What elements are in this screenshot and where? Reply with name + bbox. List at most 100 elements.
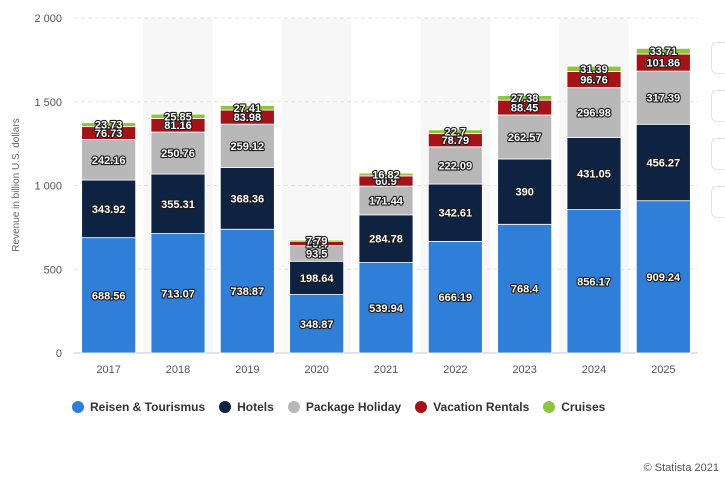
legend-label: Vacation Rentals — [433, 400, 530, 414]
data-label: 343.92 — [92, 204, 126, 216]
bar-segment[interactable] — [219, 228, 275, 354]
bar-segment[interactable] — [427, 146, 483, 185]
data-label: 390 — [515, 187, 533, 199]
data-label: 259.12 — [231, 141, 265, 153]
data-label: 284.78 — [369, 234, 403, 246]
data-label: 355.31 — [161, 199, 195, 211]
data-label: 101.86 — [647, 58, 681, 70]
bar-segment[interactable] — [566, 65, 622, 72]
side-tool-button[interactable] — [711, 138, 725, 170]
data-label: 688.56 — [92, 290, 126, 302]
data-label: 456.27 — [647, 157, 681, 169]
x-tick-label: 2017 — [96, 364, 120, 376]
data-label: 83.98 — [234, 112, 262, 124]
bar-segment[interactable] — [219, 167, 275, 230]
data-label: 78.79 — [442, 135, 470, 147]
bar-segment[interactable] — [497, 114, 553, 160]
bar-segment[interactable] — [566, 87, 622, 138]
legend-marker — [287, 401, 300, 413]
data-label: 222.09 — [439, 160, 473, 172]
data-label: 431.05 — [577, 168, 611, 180]
chart-legend: Reisen & Tourismus Hotels Package Holiday V… — [72, 400, 672, 414]
data-label: 738.87 — [231, 286, 265, 298]
data-label: 368.36 — [231, 193, 265, 205]
data-label: 539.94 — [369, 303, 404, 315]
data-label: 33.71 — [650, 46, 678, 58]
data-label: 96.76 — [580, 75, 608, 87]
x-tick-label: 2025 — [651, 364, 675, 376]
x-tick-label: 2022 — [443, 364, 467, 376]
x-tick-label: 2024 — [582, 364, 606, 376]
data-label: 296.98 — [577, 108, 611, 120]
bar-segment[interactable] — [289, 294, 345, 354]
data-label: 93.5 — [306, 248, 327, 260]
data-label: 16.82 — [372, 170, 400, 182]
legend-item[interactable]: Reisen & Tourismus — [72, 400, 205, 414]
data-label: 250.76 — [161, 148, 195, 160]
side-tool-button[interactable] — [711, 90, 725, 122]
data-label: 768.4 — [511, 284, 539, 296]
legend-item[interactable]: Hotels — [219, 400, 274, 414]
bar-segment[interactable] — [635, 48, 691, 55]
bar-segment[interactable] — [497, 95, 553, 101]
bar-segment[interactable] — [427, 183, 483, 242]
y-tick-label: 1 500 — [34, 97, 62, 109]
data-label: 25.85 — [164, 111, 192, 123]
bar-segment[interactable] — [150, 113, 206, 119]
bar-segment[interactable] — [289, 239, 345, 242]
side-tool-button[interactable] — [711, 42, 725, 74]
legend-marker — [543, 401, 556, 413]
data-label: 76.73 — [95, 128, 123, 140]
bar-segment[interactable] — [150, 173, 206, 234]
x-axis-ticks: 2017 2018 2019 2020 2021 2022 2023 2024 2025 — [96, 364, 675, 376]
bar-segment[interactable] — [358, 172, 414, 177]
side-tool-button[interactable] — [711, 186, 725, 218]
x-tick-label: 2018 — [166, 364, 190, 376]
data-label: 666.19 — [439, 292, 473, 304]
y-tick-label: 500 — [44, 264, 62, 276]
bar-segment[interactable] — [219, 105, 275, 111]
bar-segment[interactable] — [566, 136, 622, 210]
bar-segment[interactable] — [497, 158, 553, 225]
bar-segment[interactable] — [635, 200, 691, 354]
x-tick-label: 2020 — [304, 364, 328, 376]
bar-segment[interactable] — [81, 237, 137, 354]
data-label: 27.41 — [234, 103, 262, 115]
y-tick-label: 1 000 — [34, 181, 62, 193]
data-label: 88.45 — [511, 103, 539, 115]
legend-item[interactable]: Package Holiday — [287, 400, 402, 414]
bar-segment[interactable] — [566, 209, 622, 354]
data-label: 171.44 — [369, 196, 404, 208]
legend-label: Cruises — [561, 400, 606, 414]
data-label: 81.16 — [164, 120, 192, 132]
bar-segment[interactable] — [427, 129, 483, 135]
bar-segment[interactable] — [150, 233, 206, 354]
bar-segment[interactable] — [81, 122, 137, 128]
x-tick-label: 2019 — [235, 364, 259, 376]
data-label: 60.9 — [375, 176, 396, 188]
bar-segment[interactable] — [497, 223, 553, 354]
legend-item[interactable]: Vacation Rentals — [415, 400, 529, 414]
bar-segment[interactable] — [81, 179, 137, 239]
bar-segment[interactable] — [358, 185, 414, 216]
bar-segment[interactable] — [219, 123, 275, 168]
bar-segment[interactable] — [427, 241, 483, 354]
bar-segment[interactable] — [635, 70, 691, 125]
data-label: 31.39 — [580, 64, 608, 76]
data-label: 713.07 — [161, 288, 195, 300]
bar-segment[interactable] — [81, 139, 137, 181]
data-label: 242.16 — [92, 155, 126, 167]
bar-segment[interactable] — [358, 214, 414, 263]
legend-marker — [415, 401, 428, 413]
data-label: 23.73 — [95, 120, 123, 132]
data-label: 856.17 — [577, 276, 611, 288]
legend-label: Package Holiday — [305, 400, 402, 414]
bar-segment[interactable] — [150, 131, 206, 175]
legend-item[interactable]: Cruises — [543, 400, 605, 414]
legend-marker — [72, 401, 84, 413]
bars — [81, 48, 691, 354]
data-label: 262.57 — [508, 132, 542, 144]
y-tick-label: 2 000 — [34, 13, 62, 25]
